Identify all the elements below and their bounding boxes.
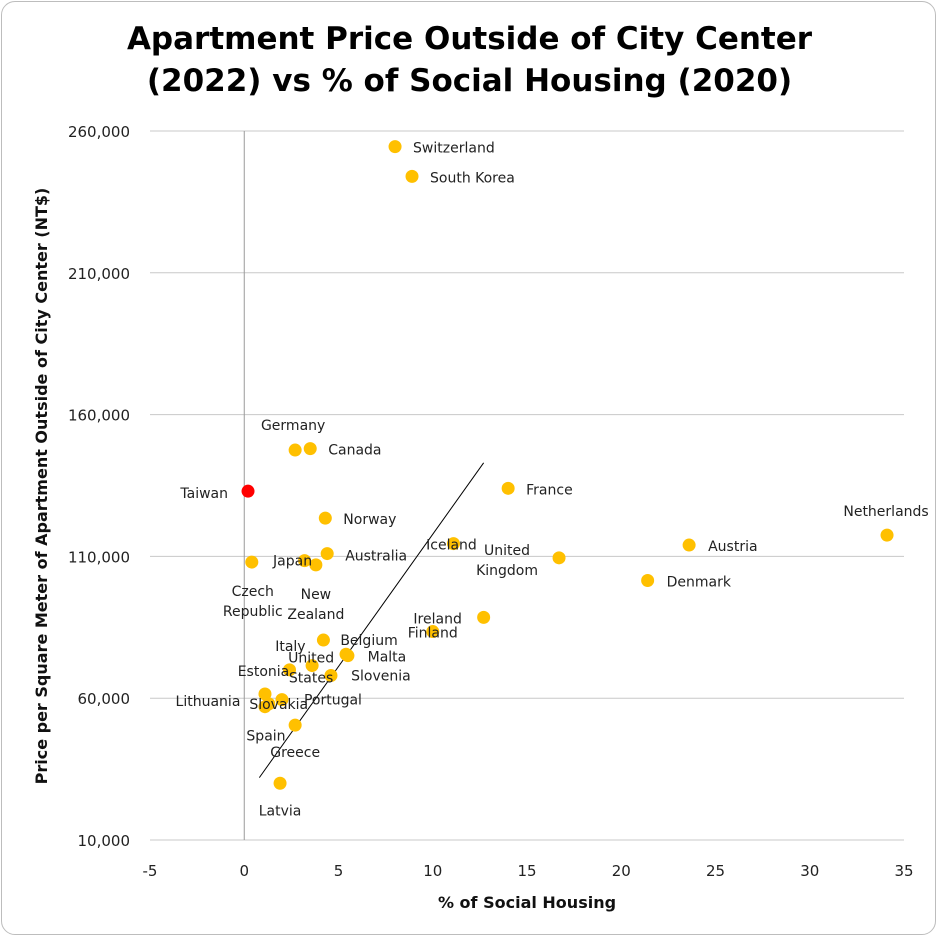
data-point-norway[interactable]: [318, 511, 332, 525]
data-label-south-korea: South Korea: [430, 170, 515, 186]
data-label-finland: Finland: [408, 626, 458, 642]
data-label-canada: Canada: [328, 443, 381, 459]
x-tick-label: -5: [143, 862, 158, 880]
data-label-italy: Italy: [275, 639, 305, 655]
data-label-malta: Malta: [368, 650, 407, 666]
data-label-czech-republic: Czech Republic: [223, 584, 283, 620]
x-tick-label: 15: [517, 862, 536, 880]
chart-title: Apartment Price Outside of City Center (…: [0, 18, 939, 102]
data-point-estonia[interactable]: [282, 663, 296, 677]
data-point-denmark[interactable]: [641, 574, 655, 588]
data-label-slovenia: Slovenia: [351, 669, 411, 685]
data-point-japan[interactable]: [298, 554, 312, 568]
data-point-united-kingdom[interactable]: [552, 551, 566, 565]
data-point-ireland[interactable]: [477, 610, 491, 624]
data-point-italy[interactable]: [316, 633, 330, 647]
data-label-ireland: Ireland: [413, 611, 461, 627]
data-label-new-zealand: New Zealand: [287, 587, 344, 623]
x-tick-label: 25: [706, 862, 725, 880]
x-tick-label: 30: [800, 862, 819, 880]
data-label-united-kingdom: United Kingdom: [476, 543, 538, 579]
data-label-greece: Greece: [270, 745, 320, 761]
x-tick-label: 20: [612, 862, 631, 880]
chart-title-line-2: (2022) vs % of Social Housing (2020): [146, 63, 793, 99]
tick-labels: 10,000 60,000 110,000 160,000 210,000 260,000…: [68, 123, 914, 880]
data-point-taiwan[interactable]: [241, 484, 255, 498]
data-label-france: France: [526, 482, 573, 498]
data-label-slovakia: Slovakia: [249, 697, 308, 713]
data-point-canada[interactable]: [303, 442, 317, 456]
data-point-united-states[interactable]: [305, 659, 319, 673]
data-point-latvia[interactable]: [273, 776, 287, 790]
y-tick-label: 210,000: [68, 265, 130, 283]
data-point-lithuania[interactable]: [258, 687, 272, 701]
data-label-austria: Austria: [708, 539, 757, 555]
y-axis-title: Price per Square Meter of Apartment Outs…: [32, 188, 51, 785]
data-label-denmark: Denmark: [667, 575, 732, 591]
data-point-austria[interactable]: [682, 538, 696, 552]
y-tick-label: 110,000: [68, 548, 130, 566]
data-point-spain[interactable]: [258, 700, 272, 714]
data-point-czech-republic[interactable]: [245, 555, 259, 569]
data-label-spain: Spain: [246, 729, 285, 745]
data-label-australia: Australia: [345, 549, 407, 565]
data-point-greece[interactable]: [288, 718, 302, 732]
x-tick-label: 5: [334, 862, 344, 880]
data-point-netherlands[interactable]: [880, 528, 894, 542]
chart-title-line-1: Apartment Price Outside of City Center: [126, 21, 813, 57]
data-label-netherlands: Netherlands: [843, 504, 928, 520]
data-label-switzerland: Switzerland: [413, 141, 495, 157]
data-label-estonia: Estonia: [238, 664, 290, 680]
y-tick-label: 10,000: [78, 832, 131, 850]
data-label-portugal: Portugal: [304, 693, 362, 709]
data-point-france[interactable]: [501, 481, 515, 495]
data-point-germany[interactable]: [288, 443, 302, 457]
data-label-lithuania: Lithuania: [176, 694, 241, 710]
data-label-japan: Japan: [272, 554, 312, 570]
data-point-australia[interactable]: [320, 547, 334, 561]
gridlines: [150, 130, 904, 841]
data-label-belgium: Belgium: [340, 633, 397, 649]
data-label-latvia: Latvia: [259, 803, 302, 819]
x-tick-label: 0: [239, 862, 249, 880]
data-label-united-states: United States: [288, 651, 334, 687]
data-label-taiwan: Taiwan: [179, 486, 228, 502]
data-point-finland[interactable]: [426, 625, 440, 639]
data-point-malta[interactable]: [341, 649, 355, 663]
y-tick-label: 60,000: [78, 690, 131, 708]
x-axis-title: % of Social Housing: [438, 893, 616, 912]
data-point-iceland[interactable]: [446, 537, 460, 551]
data-points: [241, 140, 894, 790]
data-label-iceland: Iceland: [426, 538, 477, 554]
data-label-germany: Germany: [261, 418, 325, 434]
y-tick-label: 160,000: [68, 407, 130, 425]
x-tick-label: 10: [423, 862, 442, 880]
data-point-portugal[interactable]: [275, 693, 289, 707]
data-point-new-zealand[interactable]: [309, 558, 323, 572]
x-tick-label: 35: [894, 862, 913, 880]
data-point-slovenia[interactable]: [324, 669, 338, 683]
data-point-south-korea[interactable]: [405, 169, 419, 183]
data-label-norway: Norway: [343, 512, 396, 528]
data-point-switzerland[interactable]: [388, 140, 402, 154]
y-tick-label: 260,000: [68, 123, 130, 141]
